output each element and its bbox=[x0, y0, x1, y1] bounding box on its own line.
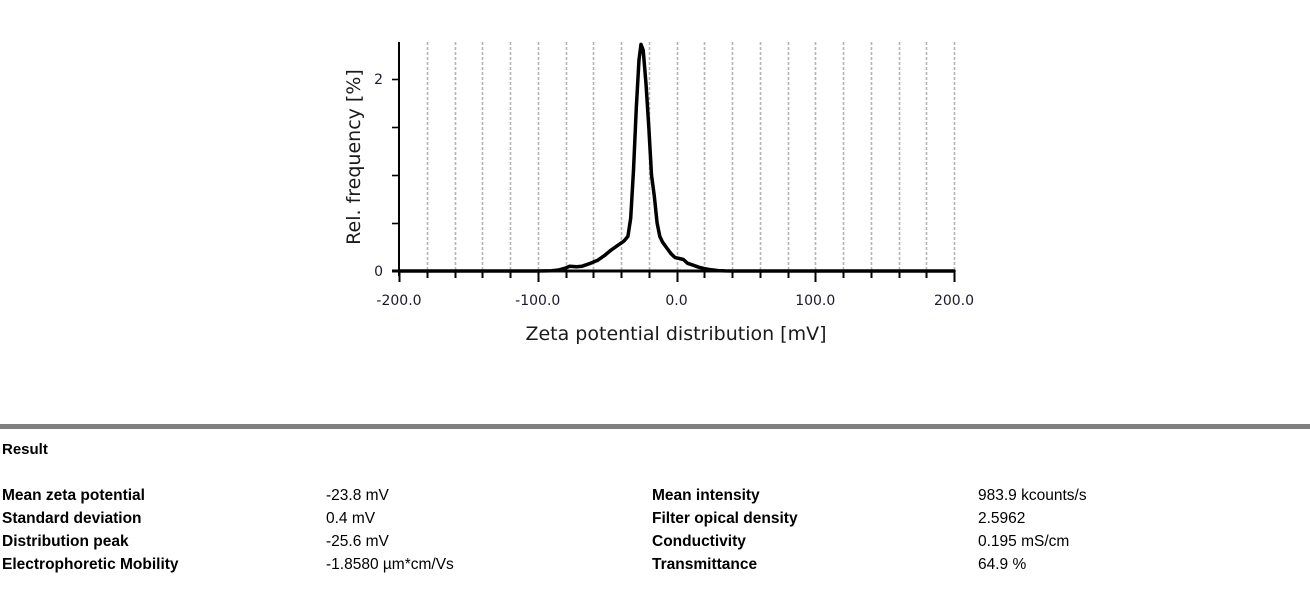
result-value: 0.4 mV bbox=[326, 510, 376, 527]
x-tick-label: 200.0 bbox=[934, 293, 974, 309]
result-row: Mean intensity bbox=[652, 484, 760, 507]
result-label: Transmittance bbox=[652, 556, 758, 573]
result-value: -23.8 mV bbox=[326, 487, 389, 504]
result-label: Filter opical density bbox=[652, 510, 798, 527]
result-value: 2.5962 bbox=[978, 510, 1026, 527]
result-heading: Result bbox=[2, 441, 48, 458]
y-tick-label: 2 bbox=[374, 72, 383, 88]
x-tick-label: 100.0 bbox=[795, 293, 835, 309]
result-row: Distribution peak bbox=[2, 530, 129, 553]
result-row: Standard deviation bbox=[2, 507, 142, 530]
result-label: Standard deviation bbox=[2, 510, 142, 527]
result-label: Mean intensity bbox=[652, 487, 760, 504]
result-value: -25.6 mV bbox=[326, 533, 389, 550]
result-value: 0.195 mS/cm bbox=[978, 533, 1070, 550]
x-axis-label: Zeta potential distribution [mV] bbox=[525, 323, 826, 345]
result-label: Distribution peak bbox=[2, 533, 129, 550]
result-value: -1.8580 µm*cm/Vs bbox=[326, 556, 454, 573]
result-row: Transmittance bbox=[652, 553, 757, 576]
grid-lines bbox=[426, 42, 956, 271]
result-row: Filter opical density bbox=[652, 507, 798, 530]
x-tick-label: -200.0 bbox=[376, 293, 421, 309]
y-tick-label: 0 bbox=[374, 264, 383, 280]
result-label: Electrophoretic Mobility bbox=[2, 556, 179, 573]
result-value: 983.9 kcounts/s bbox=[978, 487, 1087, 504]
series-line-zeta-distribution bbox=[397, 42, 956, 273]
result-label: Conductivity bbox=[652, 533, 746, 550]
x-tick-label: 0.0 bbox=[665, 293, 687, 309]
section-divider bbox=[0, 424, 1310, 429]
tick-labels: -200.0 -100.0 0.0 100.0 200.0 0 2 bbox=[374, 72, 974, 309]
result-label: Mean zeta potential bbox=[2, 487, 145, 504]
result-value: 64.9 % bbox=[978, 556, 1027, 573]
result-row: Conductivity bbox=[652, 530, 746, 553]
x-tick-label: -100.0 bbox=[515, 293, 560, 309]
result-row: Mean zeta potential bbox=[2, 484, 145, 507]
ticks bbox=[392, 78, 956, 282]
y-axis-label: Rel. frequency [%] bbox=[343, 69, 365, 245]
result-row: Electrophoretic Mobility bbox=[2, 553, 179, 576]
zeta-potential-chart: -200.0 -100.0 0.0 100.0 200.0 0 2 Zeta potenti… bbox=[343, 42, 974, 345]
axes bbox=[392, 42, 954, 276]
